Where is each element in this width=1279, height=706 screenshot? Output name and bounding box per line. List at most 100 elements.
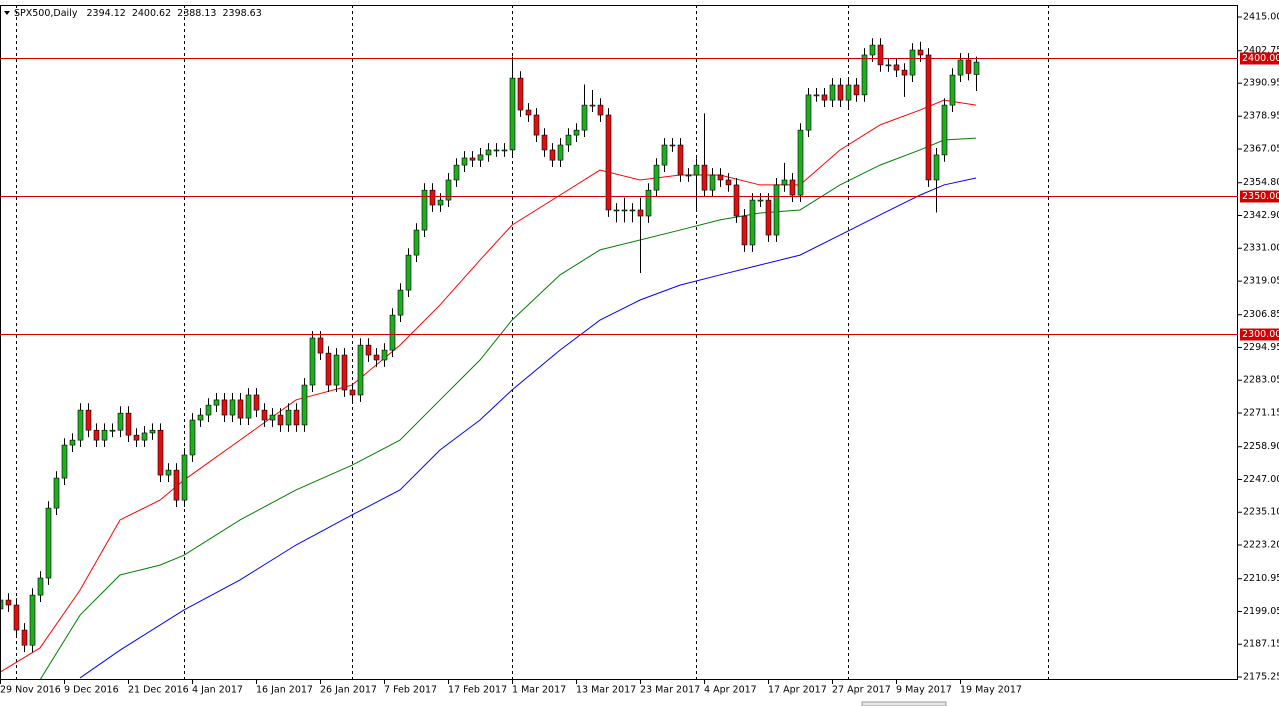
x-tick-label: 4 Jan 2017	[192, 685, 243, 696]
candle-body	[173, 469, 180, 501]
y-tick-label: 2175.25	[1243, 671, 1279, 682]
candle-body	[453, 164, 460, 181]
candle-body	[589, 104, 596, 107]
x-tick-label: 9 May 2017	[896, 685, 952, 696]
candle-body	[653, 164, 660, 191]
level-label-box	[1240, 190, 1279, 203]
candle-body	[773, 184, 780, 236]
candle-body	[93, 429, 100, 441]
candle-body	[821, 94, 828, 101]
x-tick-label: 17 Feb 2017	[448, 685, 507, 696]
candle-body	[117, 412, 124, 431]
candle-body	[365, 344, 372, 356]
candle-body	[965, 59, 972, 74]
candle-body	[221, 399, 228, 416]
candle-body	[229, 399, 236, 416]
candle-body	[133, 434, 140, 441]
candle-body	[709, 174, 716, 191]
candle-body	[301, 384, 308, 426]
candle-body	[557, 144, 564, 161]
candle-body	[373, 354, 380, 361]
candle-body	[333, 354, 340, 386]
candle-body	[621, 209, 628, 212]
candle-body	[69, 439, 76, 446]
candle-body	[269, 414, 276, 421]
candle-body	[941, 104, 948, 156]
candle-body	[197, 414, 204, 421]
candle-body	[885, 64, 892, 67]
candle-body	[813, 94, 820, 97]
candle-body	[101, 429, 108, 441]
candle-body	[237, 399, 244, 419]
candle-body	[357, 344, 364, 396]
candle-body	[725, 179, 732, 186]
x-tick-label: 26 Jan 2017	[320, 685, 377, 696]
y-tick-label: 2367.05	[1243, 144, 1279, 155]
candle-body	[869, 44, 876, 56]
candle-body	[157, 429, 164, 476]
x-tick-label: 19 May 2017	[960, 685, 1022, 696]
y-tick-label: 2223.20	[1243, 540, 1279, 551]
candle-body	[13, 604, 20, 631]
candle-body	[429, 189, 436, 206]
candle-body	[389, 314, 396, 351]
y-tick-label: 2390.95	[1243, 78, 1279, 89]
candle-body	[125, 412, 132, 436]
candle-body	[677, 144, 684, 176]
x-tick-label: 13 Mar 2017	[576, 685, 636, 696]
candle-body	[925, 54, 932, 181]
candle-body	[949, 74, 956, 106]
y-tick-label: 2354.80	[1243, 177, 1279, 188]
y-tick-label: 2378.95	[1243, 111, 1279, 122]
ohlc-value: 2394.12	[87, 8, 126, 19]
candle-body	[933, 154, 940, 181]
candle-body	[717, 174, 724, 181]
candle-body	[877, 44, 884, 66]
candle-body	[165, 469, 172, 476]
y-tick-label: 2235.10	[1243, 507, 1279, 518]
candle-body	[37, 577, 44, 596]
candle-body	[109, 429, 116, 432]
candle-body	[605, 114, 612, 211]
candle-body	[141, 432, 148, 441]
candle-body	[629, 209, 636, 212]
menu-arrow[interactable]	[4, 11, 10, 15]
y-tick-label: 2258.90	[1243, 441, 1279, 452]
candle-body	[477, 154, 484, 161]
candle-body	[973, 61, 980, 75]
y-tick-label: 2402.75	[1243, 45, 1279, 56]
chart-title: SPX500,Daily	[14, 8, 78, 19]
x-tick-label: 4 Apr 2017	[704, 685, 757, 696]
candle-body	[957, 59, 964, 76]
y-tick-label: 2415.00	[1243, 12, 1279, 23]
candle-body	[781, 179, 788, 186]
candle-body	[597, 104, 604, 116]
candle-body	[53, 477, 60, 509]
candle-body	[853, 84, 860, 96]
y-tick-label: 2210.95	[1243, 573, 1279, 584]
candle-body	[381, 349, 388, 361]
scrollbar-thumb[interactable]	[861, 701, 947, 706]
candle-body	[917, 49, 924, 56]
level-label-box	[1240, 328, 1279, 341]
candle-body	[21, 629, 28, 646]
candle-body	[309, 337, 316, 386]
plot-frame	[0, 5, 1238, 680]
candle-body	[405, 254, 412, 291]
x-tick-label: 9 Dec 2016	[64, 685, 119, 696]
moving-average	[39, 137, 977, 680]
candle-body	[245, 394, 252, 419]
candle-body	[749, 199, 756, 246]
x-tick-label: 7 Feb 2017	[384, 685, 437, 696]
y-tick-label: 2247.00	[1243, 474, 1279, 485]
level-label: 2300.00	[1242, 329, 1279, 340]
candle-body	[277, 414, 284, 426]
y-tick-label: 2271.15	[1243, 408, 1279, 419]
y-tick-label: 2187.15	[1243, 639, 1279, 650]
candle-body	[421, 189, 428, 231]
y-tick-label: 2306.85	[1243, 309, 1279, 320]
candle-body	[509, 77, 516, 151]
candle-body	[293, 409, 300, 426]
candle-body	[829, 84, 836, 101]
